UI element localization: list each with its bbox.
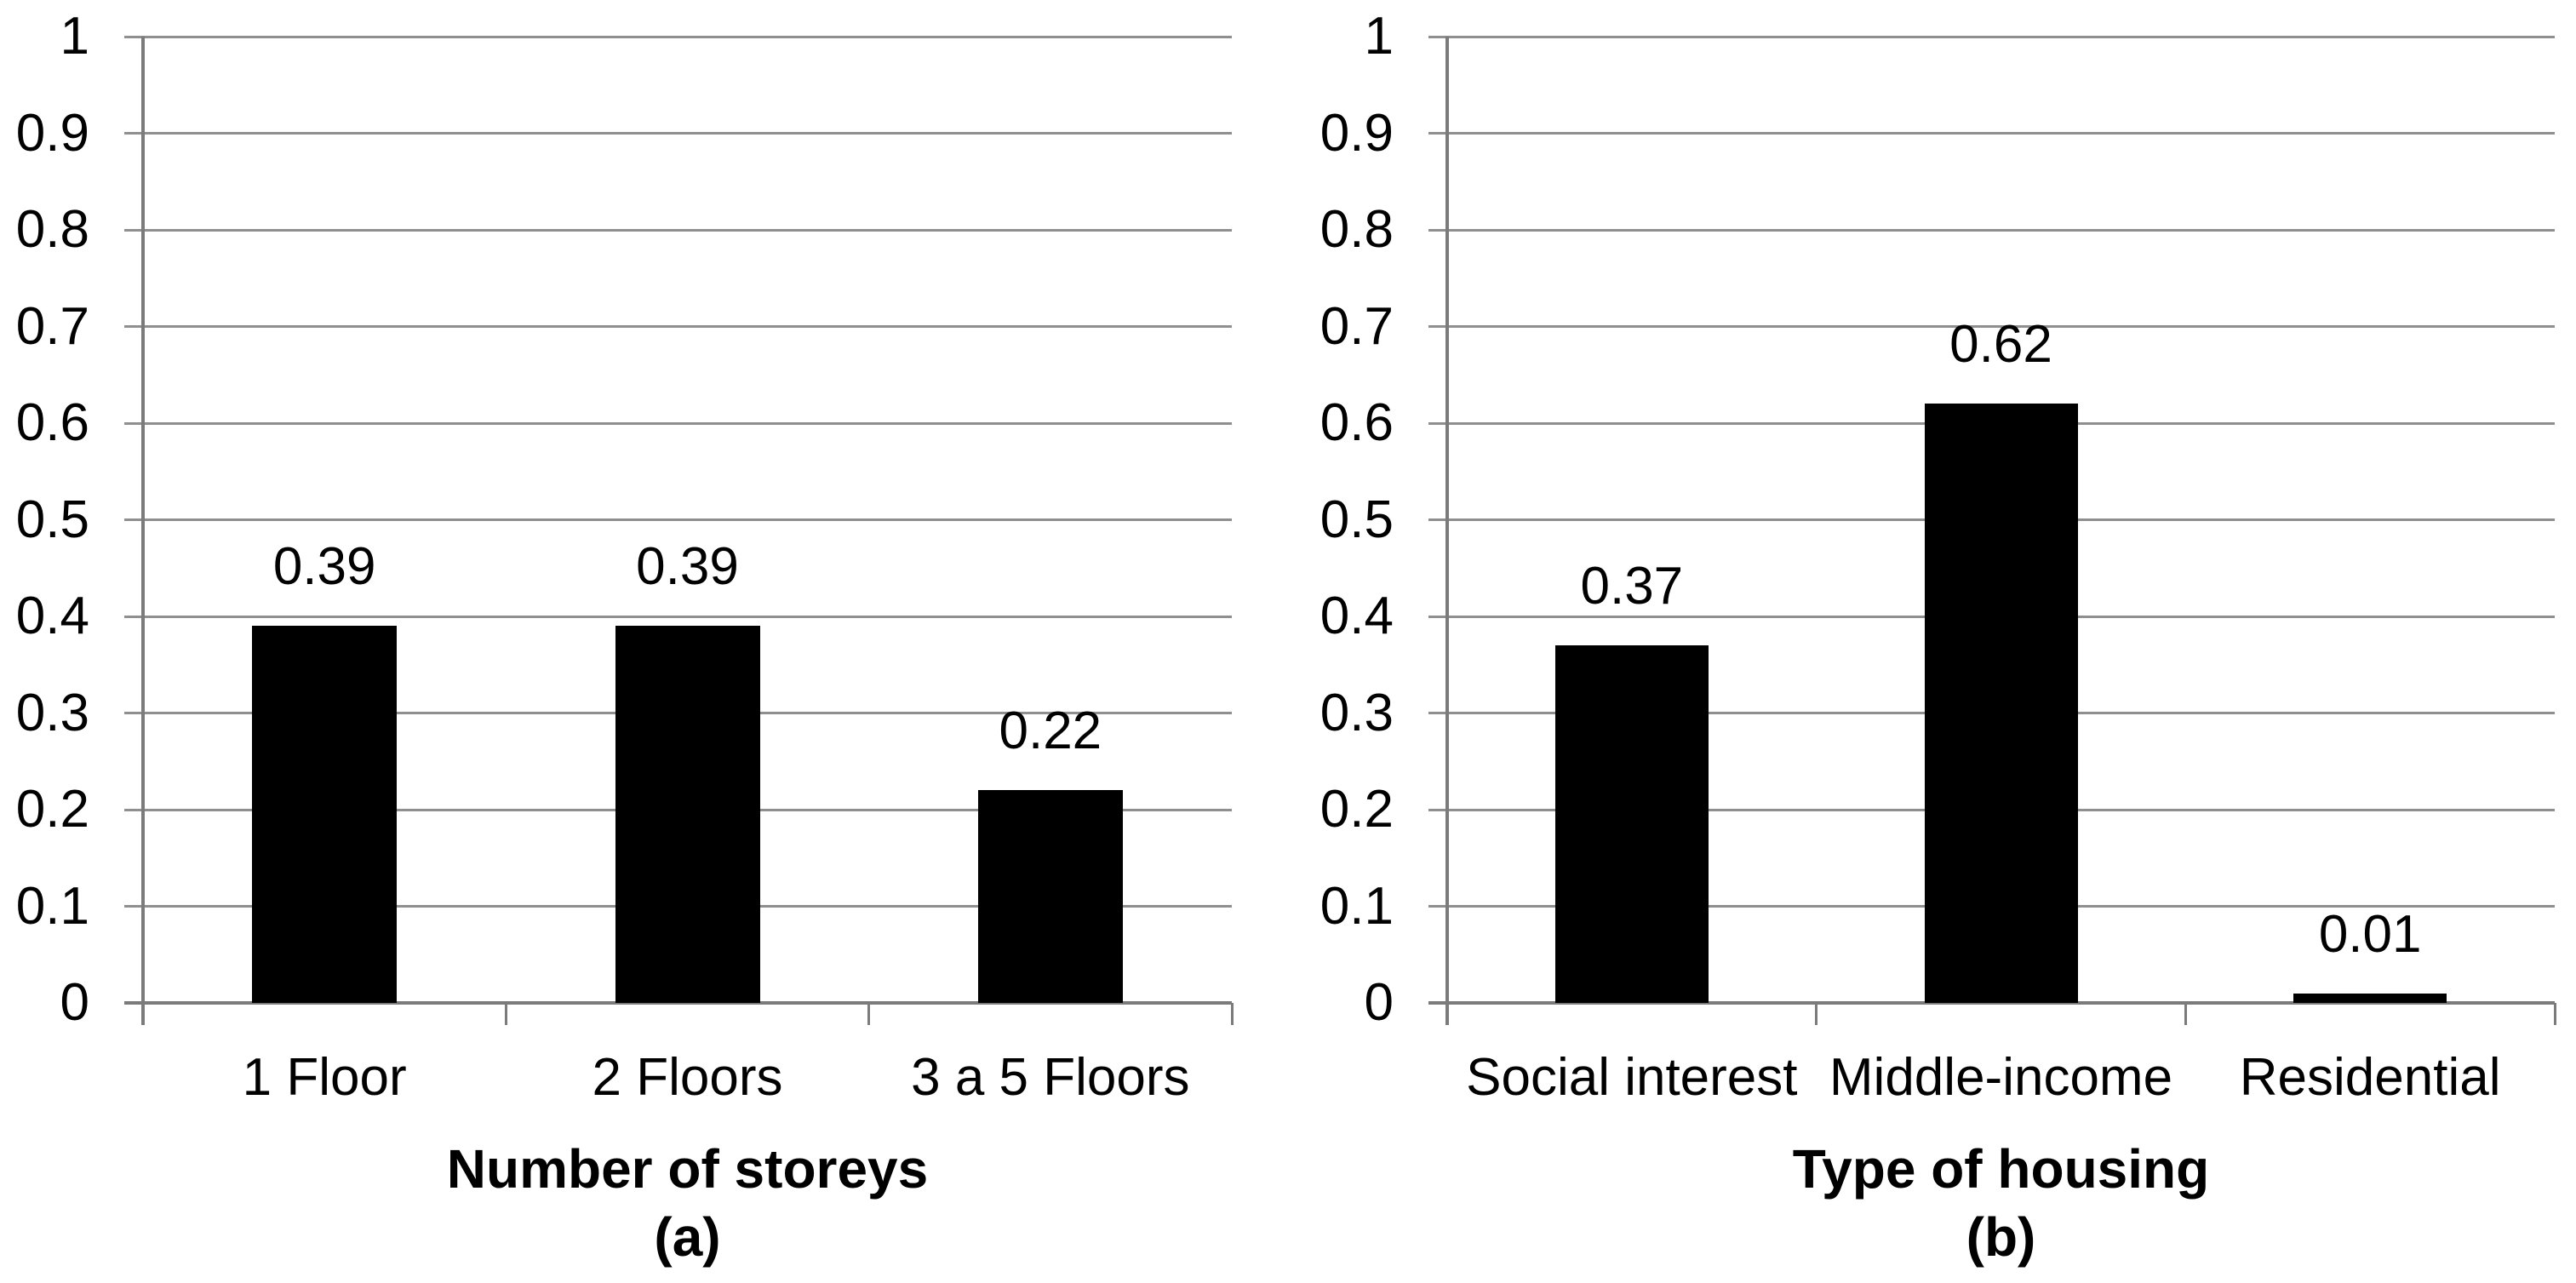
bar-value-label: 0.37 [1580, 557, 1684, 616]
y-tick-label: 0 [1364, 973, 1394, 1032]
y-gridline [124, 615, 1232, 618]
x-axis-line [1428, 1001, 2555, 1005]
y-tick-label: 0.4 [1319, 587, 1394, 645]
y-tick-label: 0.7 [1319, 296, 1394, 356]
y-tick-label: 0 [60, 973, 89, 1032]
y-tick-label: 0.2 [15, 780, 89, 839]
y-tick-label: 0.6 [1319, 393, 1394, 452]
y-tick-label: 0.8 [15, 200, 89, 259]
category-label: 3 a 5 Floors [911, 1048, 1190, 1107]
panel-label-a: (a) [654, 1206, 721, 1268]
y-gridline [1428, 35, 2555, 38]
y-gridline [124, 421, 1232, 425]
bar [1554, 645, 1709, 1003]
x-axis-tick [1445, 1003, 1449, 1025]
y-axis-line [141, 37, 145, 1025]
y-tick-label: 0.9 [1319, 103, 1394, 163]
x-axis-tick [2553, 1003, 2556, 1025]
y-tick-label: 0.1 [1319, 876, 1394, 936]
y-tick-label: 0.3 [1319, 683, 1394, 742]
y-tick-label: 0.8 [1319, 200, 1394, 259]
y-tick-label: 0.5 [15, 490, 89, 549]
y-tick-label: 0.4 [15, 587, 89, 645]
bar-value-label: 0.62 [1949, 315, 2052, 375]
y-tick-label: 1 [60, 7, 89, 66]
y-gridline [1428, 228, 2555, 232]
x-axis-title-b: Type of housing [1792, 1138, 2210, 1200]
y-tick-label: 0.1 [15, 876, 89, 936]
y-axis-line [1445, 37, 1449, 1025]
y-gridline [124, 228, 1232, 232]
bar-value-label: 0.39 [636, 537, 739, 597]
bar-value-label: 0.01 [2318, 904, 2422, 964]
x-axis-tick [2184, 1003, 2187, 1025]
category-label: Social interest [1466, 1048, 1798, 1107]
x-axis-line [124, 1001, 1232, 1005]
bar [252, 626, 398, 1003]
y-tick-label: 0.7 [15, 296, 89, 356]
bar [1924, 404, 2078, 1003]
x-axis-tick [504, 1003, 507, 1025]
x-axis-tick [141, 1003, 145, 1025]
category-label: Residential [2239, 1048, 2501, 1107]
panel-label-b: (b) [1966, 1206, 2036, 1268]
x-axis-tick [867, 1003, 871, 1025]
y-gridline [1428, 132, 2555, 135]
y-tick-label: 1 [1364, 7, 1394, 66]
category-label: Middle-income [1829, 1048, 2173, 1107]
category-label: 1 Floor [242, 1048, 407, 1107]
y-tick-label: 0.6 [15, 393, 89, 452]
bar [977, 790, 1123, 1003]
x-axis-tick [1815, 1003, 1818, 1025]
x-axis-title-a: Number of storeys [446, 1138, 929, 1200]
bar [615, 626, 760, 1003]
bar-value-label: 0.22 [999, 702, 1102, 761]
x-axis-tick [1230, 1003, 1234, 1025]
y-gridline [124, 325, 1232, 328]
y-gridline [1428, 325, 2555, 328]
y-tick-label: 0.3 [15, 683, 89, 742]
y-gridline [124, 35, 1232, 38]
y-tick-label: 0.5 [1319, 490, 1394, 549]
bar-value-label: 0.39 [272, 537, 376, 597]
bar [2293, 993, 2447, 1003]
y-tick-label: 0.2 [1319, 780, 1394, 839]
y-tick-label: 0.9 [15, 103, 89, 163]
category-label: 2 Floors [592, 1048, 783, 1107]
y-gridline [124, 132, 1232, 135]
y-gridline [124, 518, 1232, 521]
